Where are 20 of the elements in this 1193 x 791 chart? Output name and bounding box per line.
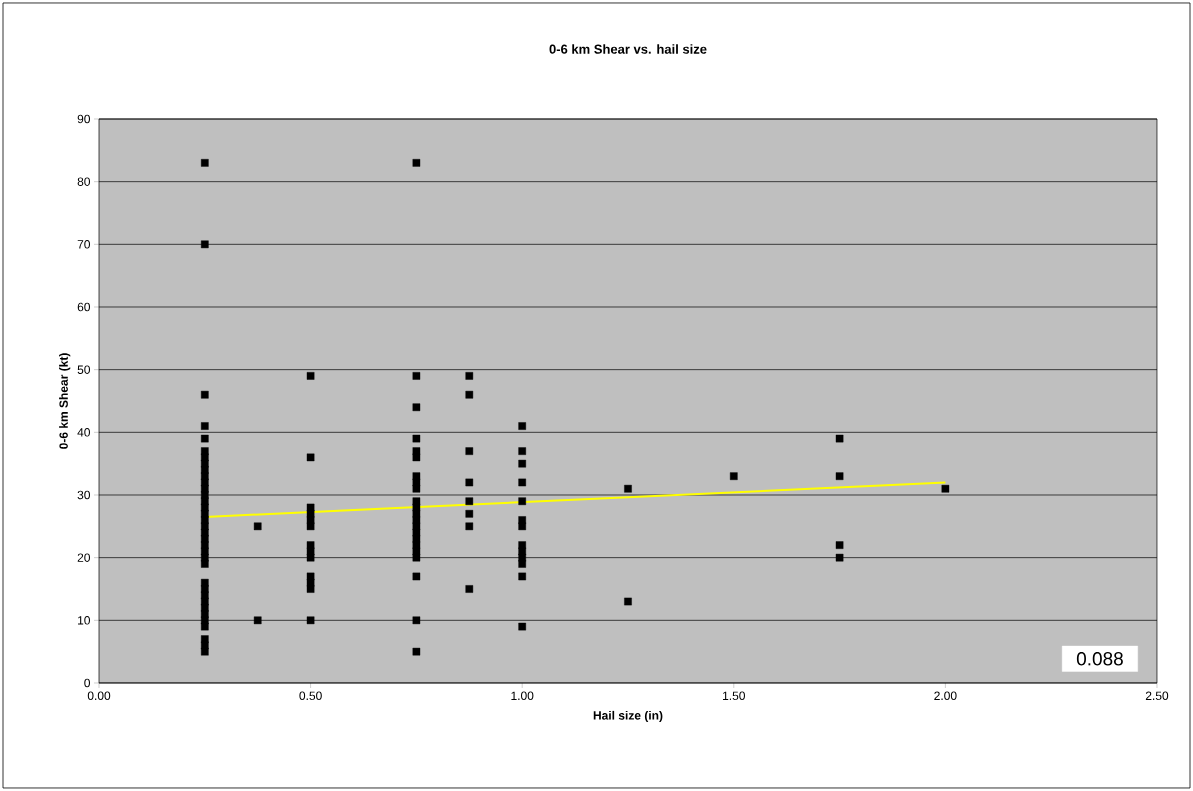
x-tick-label: 0.00	[87, 691, 111, 701]
x-axis-title: Hail size (in)	[593, 710, 663, 723]
y-tick-label: 60	[77, 302, 91, 312]
x-tick-label: 1.50	[723, 691, 745, 701]
y-tick-label: 70	[77, 240, 91, 249]
y-tick-label: 30	[77, 490, 91, 500]
y-tick-label: 50	[77, 365, 91, 374]
x-tick-label: 1.00	[511, 691, 534, 701]
x-tick-label: 0.50	[299, 691, 322, 701]
y-tick-label: 20	[77, 553, 91, 562]
y-tick-label: 10	[78, 616, 91, 625]
x-tick-label: 2.50	[1145, 691, 1169, 701]
y-tick-label: 90	[77, 114, 91, 124]
chart-title: 0-6 km Shear vs. hail size	[549, 44, 707, 54]
y-tick-label: 80	[77, 177, 91, 186]
y-axis-title: 0-6 km Shear (kt)	[59, 353, 71, 449]
y-tick-label: 40	[77, 428, 91, 437]
annotation: 0.088	[1076, 652, 1123, 666]
y-tick-label: 0	[84, 678, 91, 688]
x-tick-label: 2.00	[934, 691, 957, 701]
